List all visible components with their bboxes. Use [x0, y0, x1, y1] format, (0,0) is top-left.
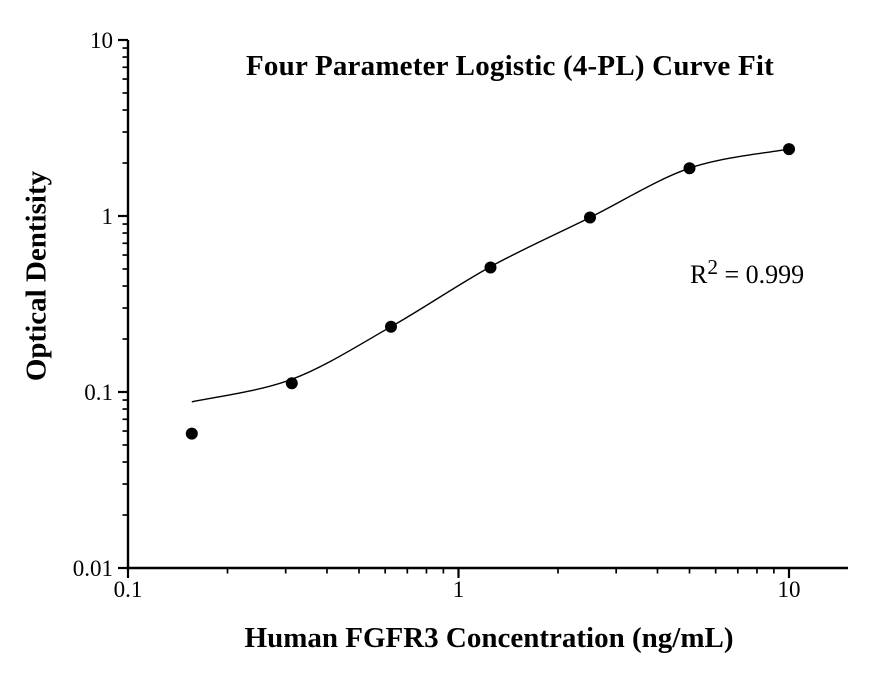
- y-tick-label: 0.01: [73, 556, 113, 581]
- data-point: [783, 143, 795, 156]
- r-squared-annotation: R2 = 0.999: [690, 256, 805, 290]
- data-point: [385, 320, 397, 333]
- x-axis-label: Human FGFR3 Concentration (ng/mL): [244, 622, 734, 654]
- data-point: [484, 261, 497, 274]
- data-point: [185, 427, 198, 440]
- data-point: [683, 162, 696, 175]
- data-point: [285, 377, 298, 390]
- x-tick-label: 1: [453, 577, 465, 602]
- chart-title: Four Parameter Logistic (4-PL) Curve Fit: [246, 50, 774, 82]
- x-tick-label: 10: [778, 577, 801, 602]
- r-squared-base: R: [690, 260, 708, 289]
- y-axis-label: Optical Dentisity: [20, 170, 53, 382]
- r-squared-exponent: 2: [707, 255, 718, 279]
- y-tick-label: 10: [90, 28, 113, 53]
- y-tick-label: 0.1: [84, 380, 113, 405]
- y-tick-label: 1: [102, 204, 114, 229]
- x-tick-label: 0.1: [114, 577, 143, 602]
- data-point: [584, 211, 596, 224]
- r-squared-value: = 0.999: [724, 260, 805, 289]
